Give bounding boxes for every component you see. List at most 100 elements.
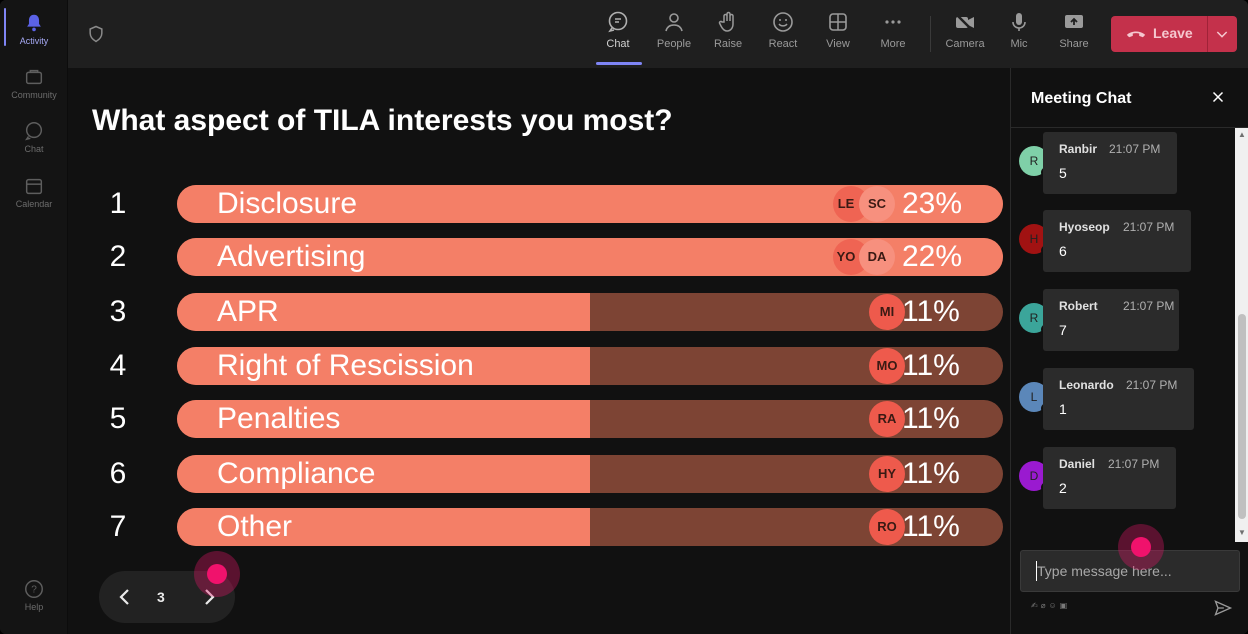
prev-page-button[interactable] xyxy=(113,585,137,614)
chat-message[interactable]: Robert 21:07 PM 7 xyxy=(1043,289,1179,351)
voter-avatar: RA xyxy=(869,401,905,437)
people-icon xyxy=(665,13,683,32)
phone-hangup-icon xyxy=(1126,31,1146,38)
leave-button[interactable]: Leave xyxy=(1111,16,1237,52)
message-text: 1 xyxy=(1059,401,1067,417)
toolbar-share-button[interactable]: Share xyxy=(1048,10,1100,50)
leave-divider xyxy=(1207,16,1208,52)
rail-active-indicator xyxy=(4,8,6,46)
option-label: Penalties xyxy=(217,402,341,435)
option-percent: 11% xyxy=(902,457,960,490)
chat-message-list[interactable]: R Ranbir 21:07 PM 5 H Hyoseop 21:07 PM 6 R Robert… xyxy=(1011,128,1235,542)
toolbar-chat-button[interactable]: Chat xyxy=(592,10,644,50)
option-number: 3 xyxy=(109,295,127,328)
option-percent: 23% xyxy=(902,187,963,220)
option-bar-track xyxy=(177,508,1003,546)
emoji-icon[interactable]: ☺ xyxy=(1048,601,1060,610)
voter-avatar: DA xyxy=(859,239,895,275)
meeting-chat-panel: Meeting Chat R Ranbir 21:07 PM 5 H Hyoseop 21:… xyxy=(1010,68,1248,634)
chat-icon xyxy=(25,122,43,141)
next-page-button[interactable] xyxy=(197,585,221,614)
rail-item-activity[interactable]: Activity xyxy=(0,12,68,46)
rail-item-label: Chat xyxy=(24,144,44,154)
option-bar-fill xyxy=(177,400,590,438)
chat-message[interactable]: Ranbir 21:07 PM 5 xyxy=(1043,132,1177,194)
chat-scrollbar[interactable]: ▲ ▼ xyxy=(1235,128,1248,542)
rail-item-calendar[interactable]: Calendar xyxy=(0,175,68,209)
message-time: 21:07 PM xyxy=(1123,299,1175,313)
toolbar-react-button[interactable]: React xyxy=(757,10,809,50)
toolbar-chat-label: Chat xyxy=(606,38,630,50)
click-indicator xyxy=(1118,524,1164,570)
toolbar-more-button[interactable]: More xyxy=(867,10,919,50)
option-percent: 11% xyxy=(902,402,960,435)
message-text: 6 xyxy=(1059,243,1067,259)
scroll-down-arrow-icon[interactable]: ▼ xyxy=(1238,528,1246,537)
voter-avatar: MO xyxy=(869,348,905,384)
option-number: 4 xyxy=(109,349,127,382)
chat-message[interactable]: Hyoseop 21:07 PM 6 xyxy=(1043,210,1191,272)
chat-icon xyxy=(608,11,628,33)
rail-item-chat[interactable]: Chat xyxy=(0,120,68,154)
format-toolbar[interactable]: ✍⌀☺▣ xyxy=(1031,601,1070,610)
active-tab-indicator xyxy=(596,62,642,65)
poll-option-row: 3 APR MI 11% xyxy=(68,293,1010,333)
attach-icon[interactable]: ⌀ xyxy=(1040,601,1049,610)
chat-message-input[interactable] xyxy=(1020,550,1240,592)
option-bar-fill xyxy=(177,347,590,385)
poll-option-row: 2 Advertising YO DA 22% xyxy=(68,238,1010,278)
avatar-initial: D xyxy=(1029,469,1039,483)
poll-option-row: 1 Disclosure LE SC 23% xyxy=(68,185,1010,225)
poll-option-row: 4 Right of Rescission MO 11% xyxy=(68,347,1010,387)
poll-stage: What aspect of TILA interests you most? … xyxy=(68,68,1010,634)
toolbar-view-button[interactable]: View xyxy=(812,10,864,50)
shield-icon[interactable] xyxy=(86,24,106,49)
mic-icon xyxy=(1012,13,1026,31)
community-icon xyxy=(25,69,43,85)
toolbar-raise-button[interactable]: Raise xyxy=(702,10,754,50)
calendar-icon xyxy=(25,178,43,195)
message-time: 21:07 PM xyxy=(1123,220,1175,234)
option-bar-track xyxy=(177,293,1003,331)
option-percent: 11% xyxy=(902,349,960,382)
format-icon[interactable]: ✍ xyxy=(1031,601,1041,610)
option-percent: 22% xyxy=(902,240,963,273)
voter-avatar: MI xyxy=(869,294,905,330)
gif-icon[interactable]: ▣ xyxy=(1059,601,1071,610)
leave-label: Leave xyxy=(1153,25,1193,41)
rail-item-label: Community xyxy=(11,90,57,100)
chat-title: Meeting Chat xyxy=(1031,90,1132,107)
scroll-thumb[interactable] xyxy=(1238,314,1246,519)
option-bar-track xyxy=(177,400,1003,438)
option-number: 2 xyxy=(109,240,127,273)
chat-message[interactable]: Leonardo 21:07 PM 1 xyxy=(1043,368,1194,430)
message-author: Robert xyxy=(1059,299,1098,313)
rail-item-label: Help xyxy=(24,602,44,612)
rail-item-label: Calendar xyxy=(15,199,53,209)
more-icon xyxy=(885,20,901,24)
rail-item-community[interactable]: Community xyxy=(0,66,68,100)
chevron-down-icon[interactable] xyxy=(1214,26,1230,42)
help-icon: ? xyxy=(25,580,43,598)
toolbar-raise-label: Raise xyxy=(713,38,743,50)
voter-avatar: RO xyxy=(869,509,905,545)
toolbar-mic-button[interactable]: Mic xyxy=(993,10,1045,50)
poll-option-row: 6 Compliance HY 11% xyxy=(68,455,1010,495)
toolbar-people-button[interactable]: People xyxy=(648,10,700,50)
chevron-right-icon xyxy=(205,589,215,605)
share-icon xyxy=(1065,15,1083,28)
option-bar-track xyxy=(177,455,1003,493)
message-time: 21:07 PM xyxy=(1126,378,1178,392)
toolbar-camera-button[interactable]: Camera xyxy=(939,10,991,50)
rail-item-help[interactable]: ? Help xyxy=(0,578,68,612)
message-author: Leonardo xyxy=(1059,378,1114,392)
toolbar-more-label: More xyxy=(880,38,906,50)
hand-icon xyxy=(718,11,734,32)
app-rail: Activity Community Chat Calendar ? Help xyxy=(0,0,68,634)
chat-message[interactable]: Daniel 21:07 PM 2 xyxy=(1043,447,1176,509)
send-icon[interactable] xyxy=(1213,598,1233,623)
option-bar-track xyxy=(177,347,1003,385)
close-icon[interactable] xyxy=(1209,88,1227,111)
toolbar-divider xyxy=(930,16,931,52)
scroll-up-arrow-icon[interactable]: ▲ xyxy=(1238,130,1246,139)
